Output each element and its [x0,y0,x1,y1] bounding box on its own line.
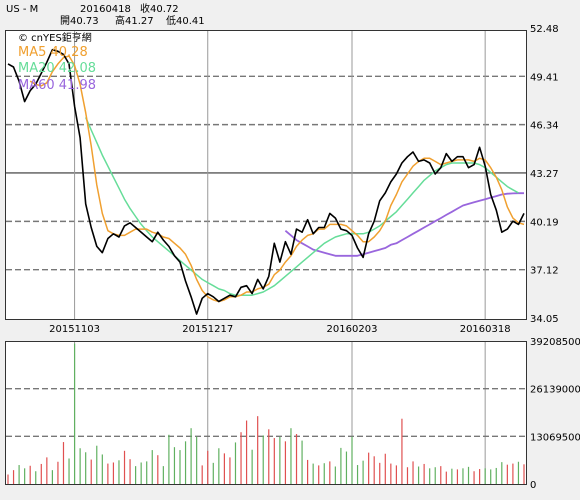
price-x-tick-label: 20160203 [327,324,378,335]
close-label: 收40.72 [140,2,179,15]
legend-ma5: MA5 40.28 [18,45,88,60]
volume-bars [7,343,525,484]
source-label: © cnYES鉅亨網 [18,31,92,44]
price-y-tick-label: 46.34 [530,121,559,132]
price-y-tick-label: 43.27 [530,169,559,180]
low-label: 低40.41 [166,14,205,27]
price-y-tick-label: 37.12 [530,266,559,277]
price-series-lines [7,48,525,315]
volume-y-axis: 0 13069500 26139000 39208500 [530,337,580,491]
price-y-tick-label: 34.05 [530,314,559,325]
price-panel-frame [5,30,527,320]
volume-y-tick-label: 39208500 [530,337,580,348]
volume-y-tick-label: 13069500 [530,432,580,443]
ma20-line [85,117,519,296]
high-label: 高41.27 [115,14,154,27]
price-y-tick-label: 52.48 [530,24,559,35]
price-y-tick-label: 40.19 [530,217,559,228]
price-x-tick-label: 20151103 [49,324,100,335]
symbol-label: US - M [6,4,38,15]
price-x-tick-label: 20151217 [182,324,233,335]
volume-y-tick-label: 0 [530,480,536,491]
price-x-tick-label: 20160318 [460,324,511,335]
legend-ma20: MA20 42.08 [18,61,96,76]
price-grid [6,31,526,319]
volume-panel-frame [5,341,527,485]
close-price-line [7,48,525,315]
open-label: 開40.73 [60,15,99,27]
volume-y-tick-label: 26139000 [530,385,580,396]
date-label: 20160418 [80,4,131,15]
ma60-line [284,192,524,257]
price-y-axis: 34.05 37.12 40.19 43.27 46.34 49.41 52.48 [530,24,559,325]
price-y-tick-label: 49.41 [530,72,559,83]
legend-ma60: MA60 41.98 [18,78,96,93]
price-x-axis: 20151103 20151217 20160203 20160318 [49,324,510,335]
